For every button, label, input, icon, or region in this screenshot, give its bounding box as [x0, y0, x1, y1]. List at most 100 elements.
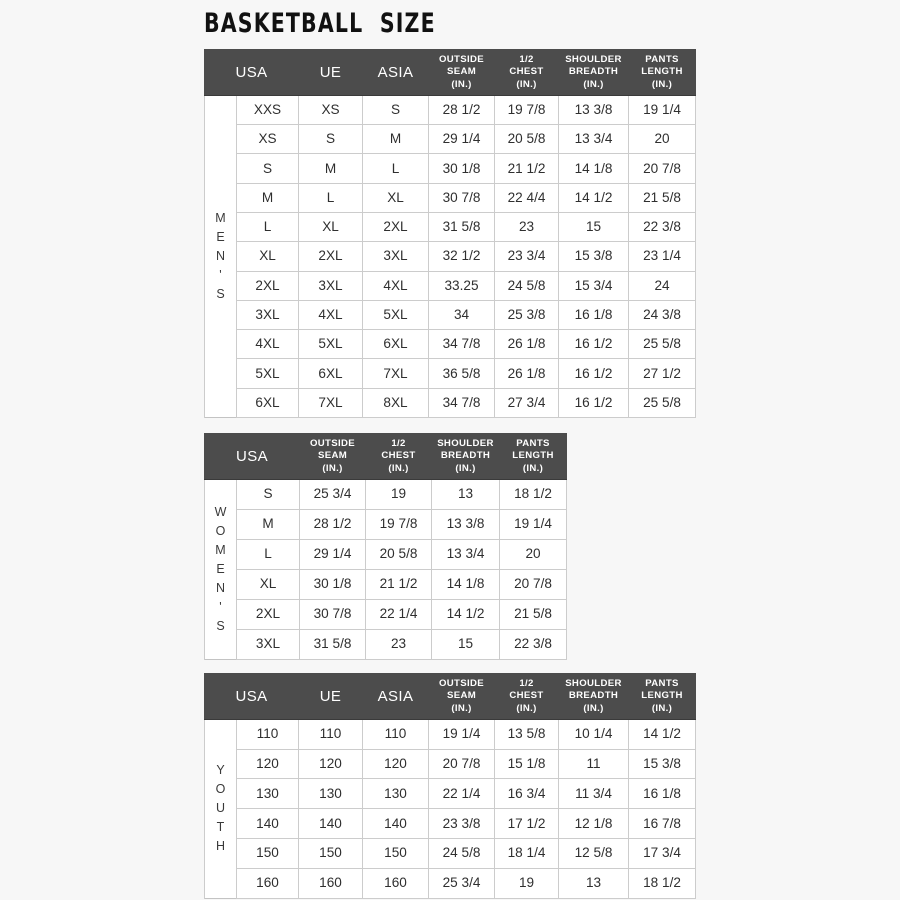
column-header-usa: USA [203, 673, 300, 720]
table-cell: 15 3/8 [628, 748, 697, 780]
table-cell: XS [298, 94, 364, 126]
table-row: L XL 2XL 31 5/8 23 15 22 3/8 [205, 211, 697, 243]
table-cell: 33.25 [428, 270, 496, 301]
column-header-pants: PANTS LENGTH (IN.) [628, 673, 697, 720]
table-cell: 30 1/8 [299, 568, 367, 600]
table-cell: 140 [235, 808, 300, 839]
table-cell: 13 5/8 [494, 718, 560, 750]
column-header-1-2: 1/2 CHEST (IN.) [494, 673, 560, 720]
table-cell: 30 7/8 [428, 182, 496, 213]
table-cell: 12 5/8 [558, 837, 630, 869]
table-header-row: USA OUTSIDE SEAM (IN.) 1/2 CHEST (IN.) SHOULDER… [203, 433, 568, 480]
table-cell: XXS [235, 94, 300, 126]
table-cell: 14 1/2 [431, 598, 501, 630]
table-row: XS S M 29 1/4 20 5/8 13 3/4 20 [205, 124, 697, 155]
column-header-shoulder: SHOULDER BREADTH (IN.) [558, 673, 630, 720]
table-cell: 6XL [298, 358, 364, 389]
table-cell: L [362, 153, 430, 184]
table-cell: 20 7/8 [428, 748, 496, 780]
table-cell: 3XL [235, 628, 301, 660]
table-cell: 16 7/8 [628, 808, 697, 839]
table-cell: 27 1/2 [628, 358, 697, 389]
table-cell: 19 1/4 [499, 508, 568, 540]
table-cell: 20 [628, 124, 697, 155]
column-header-outside: OUTSIDE SEAM (IN.) [299, 433, 367, 480]
table-cell: 28 1/2 [299, 508, 367, 540]
table-cell: 16 1/2 [558, 358, 630, 389]
table-row: 6XL 7XL 8XL 34 7/8 27 3/4 16 1/2 25 5/8 [205, 387, 697, 419]
table-row: W O M E N ' S S 25 3/4 19 13 18 1/2 [204, 478, 568, 660]
table-cell: 26 1/8 [494, 329, 560, 360]
table-cell: 19 [365, 478, 433, 510]
table-cell: 6XL [362, 329, 430, 360]
table-row: L 29 1/4 20 5/8 13 3/4 20 [205, 538, 568, 570]
table-cell: 29 1/4 [428, 124, 496, 155]
table-cell: 30 7/8 [299, 598, 367, 630]
table-cell: 10 1/4 [558, 718, 630, 750]
table-cell: XS [235, 124, 300, 155]
table-cell: 120 [235, 748, 300, 780]
table-cell: 150 [362, 837, 430, 869]
table-cell: 20 [499, 538, 568, 570]
table-cell: 19 1/4 [628, 94, 697, 126]
table-cell: 34 7/8 [428, 329, 496, 360]
table-row: 3XL 4XL 5XL 34 25 3/8 16 1/8 24 3/8 [205, 299, 697, 331]
table-cell: 2XL [298, 241, 364, 272]
table-row: 2XL 3XL 4XL 33.25 24 5/8 15 3/4 24 [205, 270, 697, 301]
column-header-1-2: 1/2 CHEST (IN.) [365, 433, 433, 480]
table-cell: 25 3/4 [428, 867, 496, 899]
table-cell: 120 [298, 748, 364, 780]
table-cell: 2XL [362, 211, 430, 243]
table-cell: 160 [362, 867, 430, 899]
table-row: XL 2XL 3XL 32 1/2 23 3/4 15 3/8 23 1/4 [205, 241, 697, 272]
table-cell: 12 1/8 [558, 808, 630, 839]
table-cell: 28 1/2 [428, 94, 496, 126]
table-cell: 13 3/8 [431, 508, 501, 540]
table-row: 150 150 150 24 5/8 18 1/4 12 5/8 17 3/4 [205, 837, 697, 869]
table-cell: 14 1/2 [628, 718, 697, 750]
table-cell: 31 5/8 [428, 211, 496, 243]
table-cell: 130 [298, 778, 364, 810]
group-label-womens: W O M E N ' S [204, 479, 237, 660]
table-cell: 19 1/4 [428, 718, 496, 750]
table-cell: S [298, 124, 364, 155]
page-title: BASKETBALL SIZE [204, 8, 436, 39]
table-cell: 23 3/4 [494, 241, 560, 272]
table-cell: XL [298, 211, 364, 243]
table-cell: XL [235, 241, 300, 272]
table-cell: 14 1/2 [558, 182, 630, 213]
table-cell: 22 4/4 [494, 182, 560, 213]
table-cell: 13 [431, 478, 501, 510]
table-row: 160 160 160 25 3/4 19 13 18 1/2 [205, 867, 697, 899]
table-cell: 21 1/2 [494, 153, 560, 184]
table-cell: 18 1/2 [499, 478, 568, 510]
table-cell: 23 1/4 [628, 241, 697, 272]
table-cell: 25 5/8 [628, 329, 697, 360]
table-cell: 13 [558, 867, 630, 899]
column-header-outside: OUTSIDE SEAM (IN.) [428, 673, 496, 720]
table-cell: 14 1/8 [558, 153, 630, 184]
column-header-usa: USA [203, 49, 300, 96]
table-cell: 27 3/4 [494, 387, 560, 419]
table-cell: 31 5/8 [299, 628, 367, 660]
table-cell: 2XL [235, 270, 300, 301]
column-header-asia: ASIA [362, 49, 430, 96]
table-cell: 140 [298, 808, 364, 839]
table-cell: 21 1/2 [365, 568, 433, 600]
table-row: Y O U T H 110 110 110 19 1/4 13 5/8 10 1/4 14 1/2 [204, 718, 697, 899]
table-cell: 26 1/8 [494, 358, 560, 389]
table-cell: 110 [235, 718, 300, 750]
table-cell: 18 1/4 [494, 837, 560, 869]
table-cell: 140 [362, 808, 430, 839]
column-header-ue: UE [298, 673, 364, 720]
table-cell: L [298, 182, 364, 213]
table-cell: 3XL [362, 241, 430, 272]
table-cell: 25 5/8 [628, 387, 697, 419]
table-cell: S [362, 94, 430, 126]
table-cell: 4XL [298, 299, 364, 331]
table-cell: 13 3/4 [558, 124, 630, 155]
table-cell: 16 1/8 [628, 778, 697, 810]
table-cell: 5XL [235, 358, 300, 389]
table-row: 120 120 120 20 7/8 15 1/8 11 15 3/8 [205, 748, 697, 780]
